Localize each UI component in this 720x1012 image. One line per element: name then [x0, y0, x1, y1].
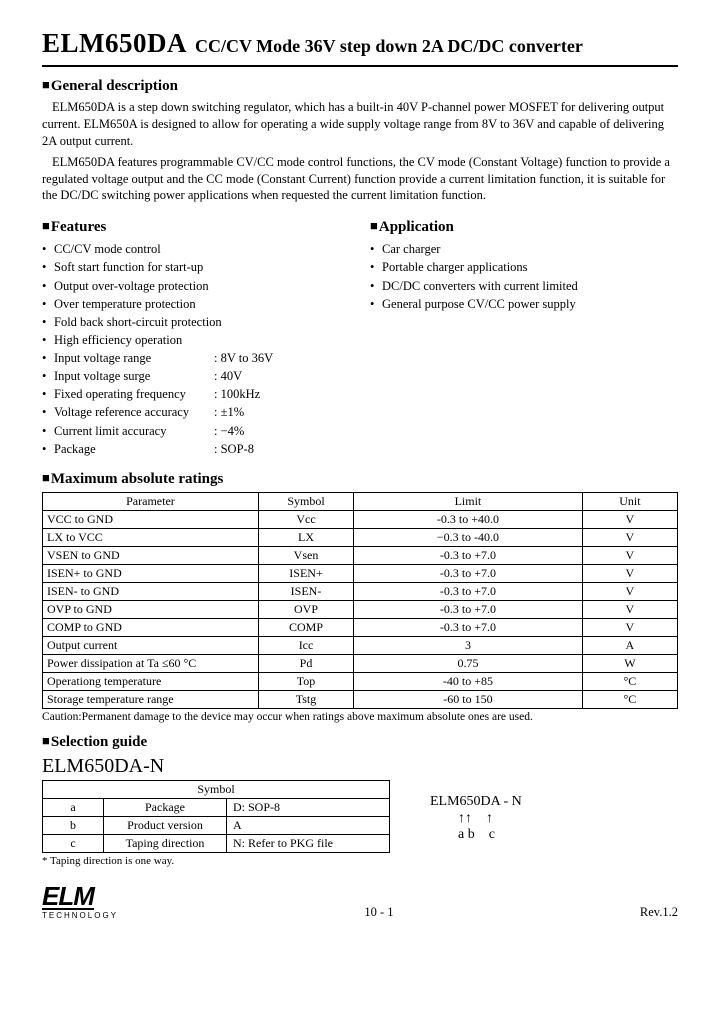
general-p2: ELM650DA features programmable CV/CC mod… [42, 154, 678, 205]
table-row: VSEN to GNDVsen-0.3 to +7.0V [43, 546, 678, 564]
part-number: ELM650DA [42, 28, 187, 59]
heading-text: Selection guide [51, 734, 147, 750]
col-symbol: Symbol [258, 492, 353, 510]
list-item: •DC/DC converters with current limited [370, 277, 678, 295]
col-parameter: Parameter [43, 492, 259, 510]
selection-diagram: ELM650DA - N ↑↑ ↑ a b c [430, 794, 522, 844]
spec-row: •Package: SOP-8 [42, 440, 350, 458]
heading-text: Maximum absolute ratings [51, 471, 224, 487]
list-item: •CC/CV mode control [42, 240, 350, 258]
features-list: •CC/CV mode control•Soft start function … [42, 240, 350, 349]
heading-text: General description [51, 78, 178, 94]
title-row: ELM650DA CC/CV Mode 36V step down 2A DC/… [42, 28, 678, 59]
features-application-row: ■Features •CC/CV mode control•Soft start… [42, 210, 678, 458]
col-unit: Unit [582, 492, 677, 510]
selection-row: Symbol aPackageD: SOP-8bProduct versionA… [42, 778, 678, 867]
table-row: OVP to GNDOVP-0.3 to +7.0V [43, 600, 678, 618]
spec-row: •Voltage reference accuracy: ±1% [42, 403, 350, 421]
selection-partname: ELM650DA-N [42, 755, 678, 778]
table-row: bProduct versionA [43, 816, 390, 834]
datasheet-page: ELM650DA CC/CV Mode 36V step down 2A DC/… [0, 0, 720, 940]
table-row: ISEN- to GNDISEN--0.3 to +7.0V [43, 582, 678, 600]
list-item: •Over temperature protection [42, 295, 350, 313]
table-row: VCC to GNDVcc-0.3 to +40.0V [43, 510, 678, 528]
table-row: COMP to GNDCOMP-0.3 to +7.0V [43, 618, 678, 636]
logo-mark: ELM [42, 885, 94, 910]
list-item: •Fold back short-circuit protection [42, 313, 350, 331]
page-number: 10 - 1 [364, 905, 393, 920]
subtitle: CC/CV Mode 36V step down 2A DC/DC conver… [195, 36, 583, 57]
spec-row: •Current limit accuracy: −4% [42, 422, 350, 440]
section-selection-heading: ■Selection guide [42, 733, 678, 751]
list-item: •Output over-voltage protection [42, 277, 350, 295]
list-item: •Car charger [370, 240, 678, 258]
logo-subtext: TECHNOLOGY [42, 911, 118, 920]
col-symbol: Symbol [43, 780, 390, 798]
ratings-caution: Caution:Permanent damage to the device m… [42, 711, 678, 723]
table-header-row: Parameter Symbol Limit Unit [43, 492, 678, 510]
selection-note: * Taping direction is one way. [42, 855, 390, 867]
application-column: ■Application •Car charger•Portable charg… [370, 210, 678, 458]
title-rule [42, 65, 678, 67]
table-row: Power dissipation at Ta ≤60 °CPd0.75W [43, 654, 678, 672]
table-row: ISEN+ to GNDISEN+-0.3 to +7.0V [43, 564, 678, 582]
list-item: •General purpose CV/CC power supply [370, 295, 678, 313]
spec-row: •Input voltage surge: 40V [42, 367, 350, 385]
ratings-table: Parameter Symbol Limit Unit VCC to GNDVc… [42, 492, 678, 709]
revision: Rev.1.2 [640, 905, 678, 920]
section-general-heading: ■General description [42, 77, 678, 95]
list-item: •High efficiency operation [42, 331, 350, 349]
diagram-line: a b c [430, 827, 495, 842]
list-item: •Soft start function for start-up [42, 258, 350, 276]
table-row: LX to VCCLX−0.3 to -40.0V [43, 528, 678, 546]
heading-text: Features [51, 219, 107, 235]
table-header-row: Symbol [43, 780, 390, 798]
table-row: aPackageD: SOP-8 [43, 798, 390, 816]
logo: ELM TECHNOLOGY [42, 885, 118, 920]
features-specs: •Input voltage range: 8V to 36V•Input vo… [42, 349, 350, 458]
selection-table: Symbol aPackageD: SOP-8bProduct versionA… [42, 780, 390, 853]
selection-table-wrap: Symbol aPackageD: SOP-8bProduct versionA… [42, 778, 390, 867]
heading-text: Application [379, 219, 454, 235]
table-row: Storage temperature rangeTstg-60 to 150°… [43, 690, 678, 708]
table-row: cTaping directionN: Refer to PKG file [43, 834, 390, 852]
page-footer: ELM TECHNOLOGY 10 - 1 Rev.1.2 [42, 885, 678, 920]
features-column: ■Features •CC/CV mode control•Soft start… [42, 210, 350, 458]
diagram-line: ↑↑ ↑ [430, 811, 493, 826]
table-row: Output currentIcc3A [43, 636, 678, 654]
general-p1: ELM650DA is a step down switching regula… [42, 99, 678, 150]
list-item: •Portable charger applications [370, 258, 678, 276]
col-limit: Limit [354, 492, 583, 510]
table-row: Operationg temperatureTop-40 to +85°C [43, 672, 678, 690]
section-features-heading: ■Features [42, 218, 350, 236]
application-list: •Car charger•Portable charger applicatio… [370, 240, 678, 313]
section-application-heading: ■Application [370, 218, 678, 236]
diagram-line: ELM650DA - N [430, 794, 522, 809]
spec-row: •Fixed operating frequency: 100kHz [42, 385, 350, 403]
spec-row: •Input voltage range: 8V to 36V [42, 349, 350, 367]
section-ratings-heading: ■Maximum absolute ratings [42, 470, 678, 488]
